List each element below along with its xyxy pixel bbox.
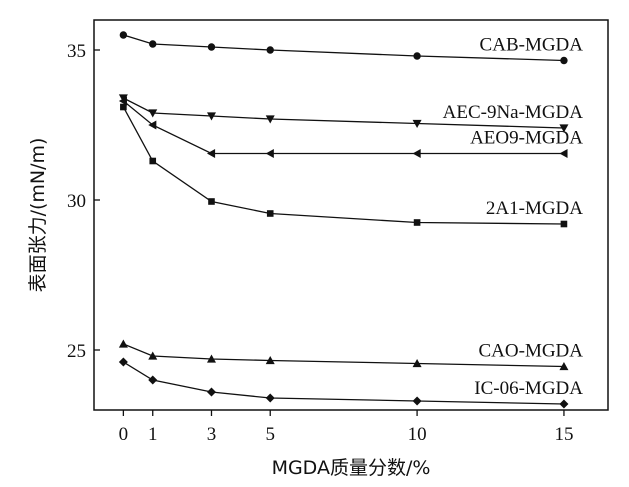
series-point [149,157,157,165]
series-point [559,124,569,133]
series-line [123,361,564,405]
series-point [413,52,421,60]
series-point [265,115,275,124]
series-labels: CAB-MGDA AEC-9Na-MGDA AEO9-MGDA 2A1-MGDA CAO… [443,35,584,400]
series-point [118,339,128,348]
series-point [120,103,127,111]
series-label: CAO-MGDA [479,341,584,362]
y-tick-label: 35 [67,41,86,62]
series-label: IC-06-MGDA [474,378,583,399]
x-tick-label: 1 [148,424,158,445]
series-point [119,31,128,39]
series-point [266,210,274,217]
series-point [265,149,274,158]
series-line [122,106,564,225]
series-label: AEC-9Na-MGDA [443,102,584,123]
series-point [206,112,216,121]
series-point [412,119,422,128]
series-markers [118,31,569,409]
x-tick-label: 0 [119,424,129,445]
series-point [559,399,569,409]
series-point [148,109,158,118]
series-line [123,34,564,62]
series-label: AEO9-MGDA [470,128,583,149]
series-point [118,96,127,106]
series-point [206,149,216,158]
series-point [265,393,275,403]
x-axis-title: MGDA质量分数/% [272,457,431,479]
series-point [206,354,216,363]
series-line [123,97,564,129]
series-point [148,351,158,360]
x-tick-label: 15 [554,424,573,445]
series-point [412,149,421,158]
series-point [266,46,274,54]
series-label: 2A1-MGDA [486,198,583,219]
series-point [560,220,568,228]
series-line [122,100,564,155]
series-line [123,343,564,368]
y-tick-label: 25 [67,341,86,362]
series-point [118,357,128,367]
series-point [149,40,157,48]
series-point [412,359,422,368]
x-tick-label: 3 [207,424,217,445]
series-point [412,396,422,406]
x-tick-label: 10 [408,424,427,445]
series-point [413,219,421,226]
series-point [559,149,568,158]
y-tick-label: 30 [67,191,86,212]
series-point [207,43,216,51]
series-lines [122,34,564,405]
series-point [118,94,128,103]
series-label: CAB-MGDA [480,35,584,56]
series-point [559,362,569,371]
series-point [208,198,215,205]
series-point [265,356,275,365]
series-point [560,56,568,65]
plot-frame [93,19,609,411]
series-point [206,387,216,397]
y-axis-title: 表面张力/(mN/m) [27,138,49,293]
series-point [148,120,157,130]
series-point [148,375,158,385]
x-tick-label: 5 [265,424,275,445]
